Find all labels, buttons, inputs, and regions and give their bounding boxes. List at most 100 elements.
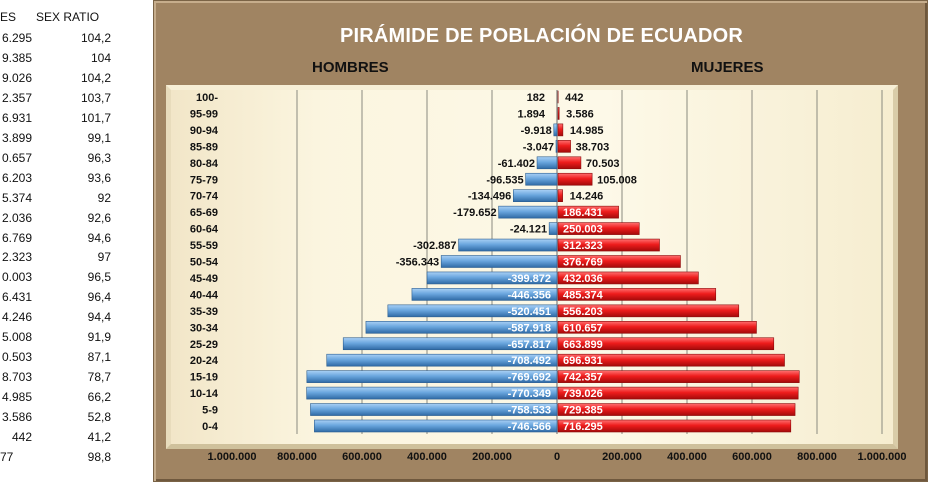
column-header-sex-ratio[interactable]: SEX RATIO [36,10,100,24]
cell-mujeres[interactable]: 9.385 [1,50,32,65]
cell-mujeres[interactable]: 2.323 [1,250,32,265]
cell-mujeres[interactable]: 2.036 [1,210,32,225]
population-pyramid-chart[interactable]: PIRÁMIDE DE POBLACIÓN DE ECUADOR HOMBRES… [153,0,928,482]
cell-sex-ratio[interactable]: 52,8 [87,410,111,425]
female-data-label: 105.008 [597,174,637,186]
female-bar [557,172,593,186]
male-bar [553,123,558,137]
males-label: HOMBRES [312,59,389,76]
cell-sex-ratio[interactable]: 96,4 [87,290,111,305]
x-tick-label: 600.000 [342,451,382,463]
cell-mujeres[interactable]: 8.703 [1,370,32,385]
male-bar [411,288,558,301]
cell-mujeres[interactable]: 5.008 [1,330,32,345]
female-data-label: 729.385 [563,405,603,417]
female-bar [557,304,740,318]
cell-sex-ratio[interactable]: 104,2 [80,31,111,45]
cell-mujeres[interactable]: 0.003 [1,270,32,285]
male-bar [387,304,558,318]
cell-mujeres[interactable]: 5.374 [1,190,32,205]
female-bar [557,189,563,202]
cell-mujeres[interactable]: 0.657 [1,150,32,165]
male-data-label: -520.451 [508,306,551,318]
female-bar [557,222,640,235]
cell-mujeres[interactable]: 3.586 [1,410,32,425]
cell-sex-ratio[interactable]: 104 [90,50,111,65]
cell-sex-ratio[interactable]: 66,2 [87,390,111,405]
cell-mujeres[interactable]: 6.295 [1,31,32,45]
female-bar [557,320,757,334]
cell-sex-ratio[interactable]: 96,5 [87,270,111,285]
female-data-label: 38.703 [576,141,610,153]
cell-sex-ratio[interactable]: 41,2 [87,430,111,444]
female-data-label: 250.003 [563,224,603,236]
y-category-label: 50-54 [190,257,219,269]
male-data-label: -657.817 [508,339,551,351]
cell-mujeres[interactable]: 3.899 [1,130,32,145]
female-data-label: 14.985 [570,125,604,137]
female-data-label: 432.036 [563,273,603,285]
cell-mujeres[interactable]: 6.931 [1,110,32,125]
cell-mujeres[interactable]: 77 [0,449,14,464]
cell-sex-ratio[interactable]: 94,6 [87,230,111,245]
male-bar [365,320,558,334]
male-data-label: -708.492 [508,355,551,367]
cell-mujeres[interactable]: 2.357 [1,90,32,105]
cell-sex-ratio[interactable]: 93,6 [87,170,111,185]
cell-sex-ratio[interactable]: 104,2 [80,70,111,85]
female-data-label: 556.203 [563,306,603,318]
cell-mujeres[interactable]: 442 [11,430,32,444]
cell-mujeres[interactable]: 6.431 [1,290,32,305]
female-bar [557,271,699,285]
cell-mujeres[interactable]: 4.985 [1,390,32,405]
y-category-label: 100- [196,92,218,104]
y-category-label: 65-69 [190,207,218,219]
chart-title: PIRÁMIDE DE POBLACIÓN DE ECUADOR [339,25,744,47]
y-category-label: 95-99 [190,108,218,120]
cell-sex-ratio[interactable]: 97 [97,250,111,265]
y-category-label: 10-14 [190,388,219,400]
cell-sex-ratio[interactable]: 96,3 [87,150,111,165]
male-bar [555,140,558,153]
male-bar [498,205,558,219]
male-bar [326,353,558,367]
x-tick-label: 200.000 [602,451,642,463]
female-data-label: 742.357 [563,372,603,384]
cell-sex-ratio[interactable]: 91,9 [87,330,111,345]
cell-sex-ratio[interactable]: 78,7 [87,370,111,385]
cell-sex-ratio[interactable]: 101,7 [80,110,111,125]
female-data-label: 186.431 [563,207,603,219]
cell-mujeres[interactable]: 6.769 [1,230,32,245]
male-data-label: -746.566 [508,421,551,433]
x-tick-label: 400.000 [407,451,447,463]
female-bar [557,370,800,383]
cell-mujeres[interactable]: 9.026 [1,70,32,85]
male-data-label: -446.356 [508,289,551,301]
x-tick-label: 800.000 [797,451,837,463]
male-bar [342,337,558,351]
y-category-label: 60-64 [190,224,219,236]
cell-sex-ratio[interactable]: 92 [97,190,111,205]
cell-mujeres[interactable]: 0.503 [1,350,32,365]
cell-mujeres[interactable]: 4.246 [1,310,32,325]
cell-mujeres[interactable]: 6.203 [1,170,32,185]
cell-sex-ratio[interactable]: 92,6 [87,210,111,225]
male-data-label: -356.343 [396,257,439,269]
cell-sex-ratio[interactable]: 87,1 [87,350,111,365]
y-category-label: 70-74 [190,191,219,203]
male-data-label: -3.047 [523,141,554,153]
female-bar [557,205,619,219]
x-tick-label: 200.000 [472,451,512,463]
cell-sex-ratio[interactable]: 94,4 [87,310,111,325]
male-data-label: -61.402 [498,158,535,170]
chart-marks: 1.000.000 800.000 600.000 400.000 200.000 0 20… [190,90,906,463]
female-bar [557,403,796,416]
cell-sex-ratio[interactable]: 103,7 [80,90,111,105]
female-bar [557,337,775,351]
cell-sex-ratio[interactable]: 99,1 [87,130,111,145]
column-header-mujeres[interactable]: ES [0,10,17,24]
female-bar [557,156,582,170]
y-category-label: 75-79 [190,174,218,186]
cell-sex-ratio[interactable]: 98,8 [87,449,111,464]
female-data-label: 312.323 [563,240,603,252]
